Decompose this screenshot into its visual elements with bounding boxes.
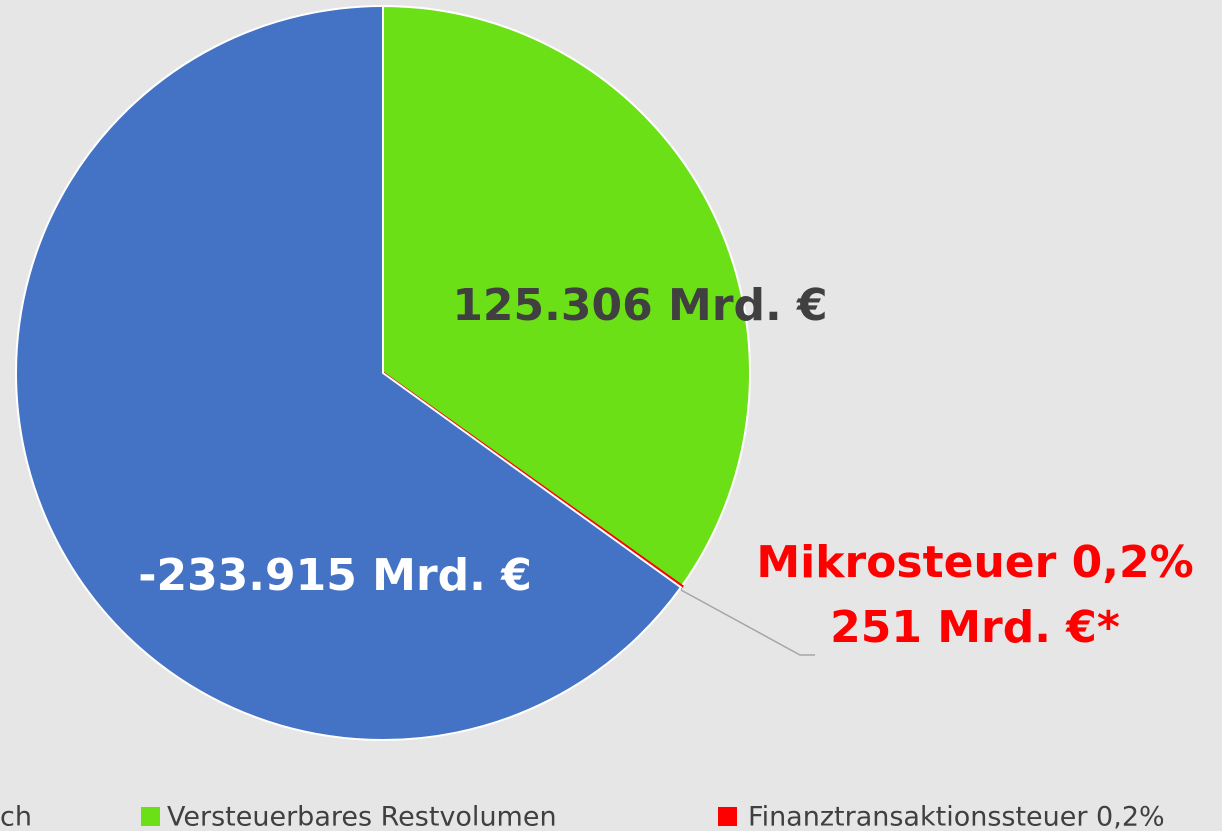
pie (15, 4, 751, 741)
data-label: 125.306 Mrd. € (452, 280, 827, 331)
legend-marker (141, 807, 160, 826)
legend-label: Versteuerbares Restvolumen (167, 802, 557, 831)
legend-marker (718, 807, 737, 826)
legend-label: Finanztransaktionssteuer 0,2% (748, 802, 1165, 831)
leader-line (680, 589, 815, 656)
data-label: 251 Mrd. €* (830, 602, 1120, 653)
pie-slice (15, 4, 683, 741)
data-label: -233.915 Mrd. € (138, 550, 532, 601)
pie-slice (382, 4, 751, 588)
legend-label: ch (0, 802, 32, 831)
annotation: Mikrosteuer 0,2% (756, 537, 1193, 588)
